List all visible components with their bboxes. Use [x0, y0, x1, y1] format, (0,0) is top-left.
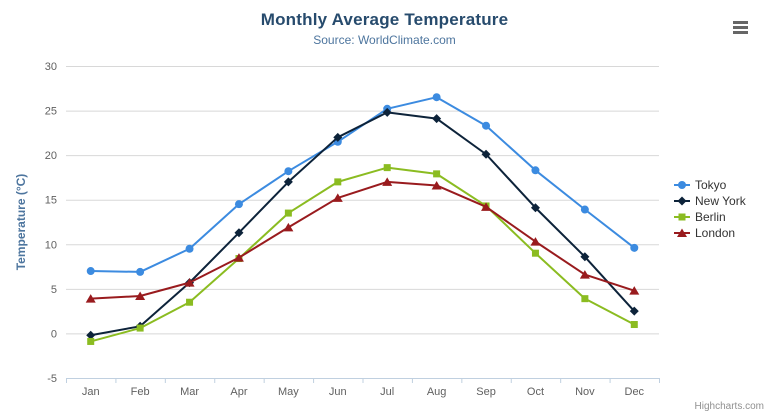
legend-symbol-marker — [678, 213, 686, 221]
hamburger-bar — [733, 21, 748, 24]
series-marker-tokyo[interactable] — [86, 267, 95, 276]
x-axis-label: Jul — [380, 386, 394, 398]
series-marker-berlin[interactable] — [136, 324, 144, 332]
hamburger-bar — [733, 26, 748, 29]
series-marker-berlin[interactable] — [630, 321, 638, 329]
legend-symbol-tokyo — [674, 181, 690, 189]
series-marker-new-york[interactable] — [382, 107, 392, 117]
series-marker-tokyo[interactable] — [630, 243, 639, 252]
legend-item-tokyo[interactable]: Tokyo — [674, 177, 746, 193]
y-axis-label: 15 — [45, 195, 57, 207]
y-axis-label: -5 — [47, 373, 57, 385]
legend-symbol-marker — [677, 228, 687, 237]
series-marker-tokyo[interactable] — [482, 121, 491, 130]
series-marker-berlin[interactable] — [531, 249, 539, 257]
y-axis-title: Temperature (°C) — [14, 173, 28, 271]
series-marker-berlin[interactable] — [581, 295, 589, 303]
series-marker-london[interactable] — [382, 177, 393, 186]
series-marker-london[interactable] — [629, 286, 640, 295]
chart-title: Monthly Average Temperature — [260, 10, 509, 29]
x-axis-label: Dec — [625, 386, 645, 398]
x-axis-label: Jun — [329, 386, 347, 398]
series-marker-london[interactable] — [184, 278, 195, 287]
x-axis-label: Aug — [427, 386, 447, 398]
series-marker-tokyo[interactable] — [185, 244, 194, 253]
y-axis-label: 30 — [45, 61, 57, 73]
series-marker-tokyo[interactable] — [284, 167, 293, 176]
series-marker-new-york[interactable] — [481, 149, 491, 159]
legend-symbol-marker — [678, 181, 686, 189]
series-line-new-york[interactable] — [89, 111, 636, 337]
legend-item-new-york[interactable]: New York — [674, 193, 746, 209]
x-axis-label: May — [278, 386, 299, 398]
legend-item-london[interactable]: London — [674, 225, 746, 241]
y-axis-label: 25 — [45, 106, 57, 118]
legend-item-label: Berlin — [695, 210, 726, 224]
legend: Tokyo New York Berlin London — [674, 177, 746, 241]
x-axis-label: Nov — [575, 386, 595, 398]
hamburger-bar — [733, 31, 748, 34]
series-marker-london[interactable] — [233, 253, 244, 262]
series-marker-london[interactable] — [579, 270, 590, 279]
series-marker-london[interactable] — [530, 237, 541, 246]
series-marker-berlin[interactable] — [284, 209, 292, 217]
chart-subtitle: Source: WorldClimate.com — [313, 33, 456, 47]
series-marker-new-york[interactable] — [234, 228, 244, 238]
series-marker-berlin[interactable] — [433, 170, 441, 178]
series-marker-berlin[interactable] — [87, 337, 95, 345]
series-marker-new-york[interactable] — [333, 132, 343, 142]
series-marker-tokyo[interactable] — [136, 267, 145, 276]
series-marker-tokyo[interactable] — [234, 200, 243, 209]
series-marker-london[interactable] — [481, 202, 492, 211]
legend-symbol-new-york — [674, 196, 690, 206]
legend-item-label: New York — [695, 194, 746, 208]
legend-symbol-berlin — [674, 213, 690, 221]
series-marker-london[interactable] — [283, 222, 294, 232]
legend-item-label: Tokyo — [695, 178, 727, 192]
y-axis-label: 5 — [51, 284, 57, 296]
series-marker-london[interactable] — [85, 294, 96, 303]
series-marker-london[interactable] — [135, 291, 146, 300]
series-line-berlin[interactable] — [89, 166, 636, 343]
legend-item-label: London — [695, 226, 736, 240]
series-marker-new-york[interactable] — [432, 114, 442, 124]
legend-symbol-london — [674, 228, 690, 237]
legend-item-berlin[interactable]: Berlin — [674, 209, 746, 225]
series-marker-new-york[interactable] — [86, 330, 96, 340]
series-marker-tokyo[interactable] — [580, 205, 589, 214]
series-marker-berlin[interactable] — [186, 298, 194, 306]
series-marker-new-york[interactable] — [580, 252, 590, 262]
series-marker-london[interactable] — [332, 193, 343, 202]
highcharts-credit[interactable]: Highcharts.com — [694, 401, 764, 412]
x-axis-label: Mar — [180, 386, 199, 398]
series-marker-tokyo[interactable] — [432, 93, 441, 102]
series-marker-berlin[interactable] — [383, 164, 391, 172]
hamburger-icon[interactable] — [733, 21, 748, 36]
series-marker-new-york[interactable] — [629, 306, 639, 316]
legend-symbol-marker — [677, 196, 687, 206]
series-line-tokyo[interactable] — [89, 96, 636, 273]
series-marker-new-york[interactable] — [283, 177, 293, 187]
y-axis-label: 20 — [45, 150, 57, 162]
x-axis-label: Apr — [230, 386, 247, 398]
series-marker-berlin[interactable] — [334, 178, 342, 186]
series-marker-tokyo[interactable] — [531, 166, 540, 175]
series-line-london[interactable] — [89, 180, 636, 300]
x-axis-label: Oct — [527, 386, 544, 398]
y-axis-label: 0 — [51, 328, 57, 340]
series-marker-new-york[interactable] — [530, 203, 540, 213]
x-axis-label: Jan — [82, 386, 100, 398]
y-axis-label: 10 — [45, 239, 57, 251]
x-axis-label: Sep — [476, 386, 496, 398]
x-axis-label: Feb — [131, 386, 150, 398]
series-marker-london[interactable] — [431, 180, 442, 190]
